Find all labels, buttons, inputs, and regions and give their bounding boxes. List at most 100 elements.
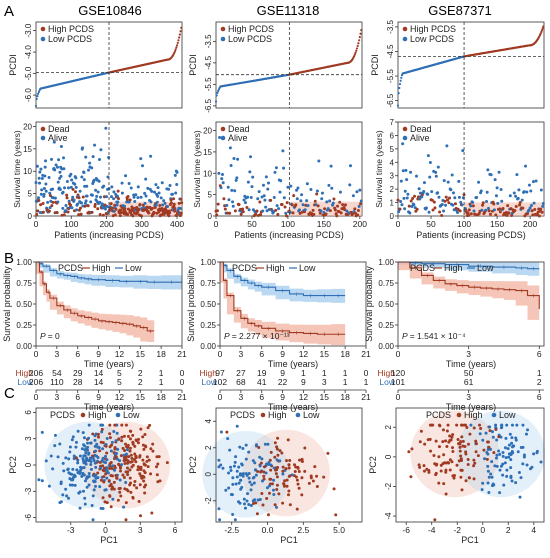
- dead-point: [169, 198, 173, 202]
- pca-low-point: [483, 457, 487, 461]
- pca-high-point: [269, 468, 273, 472]
- alive-point: [250, 185, 254, 189]
- alive-point: [136, 196, 140, 200]
- alive-point: [417, 187, 421, 191]
- risk-table-xtick-label: 15: [320, 392, 330, 402]
- pca-high-point: [285, 478, 289, 482]
- pca-high-point: [128, 429, 132, 433]
- pca-low-point: [521, 423, 525, 427]
- pca-low-point: [250, 483, 254, 487]
- pca-low-point: [529, 467, 533, 471]
- high-censor-mark: +: [414, 265, 418, 272]
- alive-point: [403, 189, 407, 193]
- pca-high-point: [109, 505, 113, 509]
- alive-point: [453, 196, 457, 200]
- risk-table-xtick-label: 6: [259, 392, 264, 402]
- dead-point: [226, 211, 230, 215]
- pca-low-point: [81, 471, 85, 475]
- alive-point: [149, 154, 153, 158]
- pca-high-point: [275, 487, 279, 491]
- alive-point: [105, 195, 109, 199]
- alive-point: [531, 180, 535, 184]
- alive-point: [295, 188, 299, 192]
- dead-point: [333, 208, 337, 212]
- pca-low-point: [68, 483, 72, 487]
- alive-point: [71, 195, 75, 199]
- risk-table-xlabel-2: Time (years): [268, 402, 318, 412]
- high-censor-mark: +: [93, 317, 97, 324]
- status-plot-3-xtick-label: 200: [523, 219, 537, 229]
- pca-low-point: [510, 449, 514, 453]
- pca-low-point: [120, 463, 124, 467]
- alive-point: [62, 156, 66, 160]
- pvalue-text: = 1.541 × 10⁻⁴: [410, 331, 466, 341]
- pca-high-point: [155, 465, 159, 469]
- risk-table-xtick-label: 18: [340, 392, 350, 402]
- pca-low-point: [274, 505, 278, 509]
- alive-point: [230, 188, 234, 192]
- pca-high-point: [96, 435, 100, 439]
- pca-low-point: [71, 467, 75, 471]
- pca-high-point: [300, 493, 304, 497]
- alive-point: [331, 201, 335, 205]
- pca-low-point: [89, 456, 93, 460]
- high-censor-mark: +: [531, 293, 535, 300]
- risk-table-cell: 1: [322, 368, 327, 378]
- pca-low-point: [539, 460, 543, 464]
- pca-high-point: [294, 465, 298, 469]
- pca-high-point: [472, 458, 476, 462]
- alive-point: [70, 178, 74, 182]
- pca-high-point: [488, 429, 492, 433]
- high-censor-mark: +: [86, 315, 90, 322]
- dead-point: [123, 207, 127, 211]
- pca-low-point: [99, 423, 103, 427]
- status-plot-3-ytick-label: 2: [390, 185, 395, 194]
- dead-point: [507, 211, 511, 215]
- pca-low-point: [265, 486, 269, 490]
- pca-low-point: [99, 466, 103, 470]
- pca-low-point: [68, 450, 72, 454]
- alive-point: [156, 194, 160, 198]
- alive-point: [480, 208, 484, 212]
- pca-low-point: [79, 468, 83, 472]
- alive-point: [409, 170, 413, 174]
- pca-plot-2-xtick-label: 2.5: [297, 525, 309, 535]
- pca-plot-1-ytick-label: 3: [24, 436, 33, 441]
- pca-high-point: [455, 463, 459, 467]
- pca-xlabel-2: PC1: [280, 535, 298, 545]
- high-censor-mark: +: [508, 287, 512, 294]
- pca-low-point: [260, 479, 264, 483]
- pca-high-point: [118, 490, 122, 494]
- alive-point: [146, 186, 150, 190]
- dead-point: [338, 200, 342, 204]
- alive-point: [327, 183, 331, 187]
- pca-low-point: [65, 494, 69, 498]
- dead-point: [521, 206, 525, 210]
- pca-low-point: [92, 479, 96, 483]
- pca-low-point: [72, 454, 76, 458]
- risk-table-cell: 110: [50, 377, 64, 387]
- risk-plot-1-ytick-label: -6.0: [24, 88, 33, 102]
- dead-point: [477, 212, 481, 216]
- pca-high-point: [295, 507, 299, 511]
- alive-point: [221, 181, 225, 185]
- pca-high-point: [101, 464, 105, 468]
- pca-low-point: [217, 465, 221, 469]
- dead-point: [353, 207, 357, 211]
- risk-table-cell: 101: [391, 377, 405, 387]
- pca-low-point: [486, 469, 490, 473]
- alive-point: [79, 201, 83, 205]
- pca-low-point: [113, 468, 117, 472]
- risk-point: [175, 46, 178, 49]
- alive-point: [301, 203, 305, 207]
- pca-low-point: [80, 447, 84, 451]
- pca-low-point: [238, 501, 242, 505]
- alive-point: [325, 200, 329, 204]
- dead-point: [488, 212, 492, 216]
- alive-point: [70, 206, 74, 210]
- alive-point: [59, 174, 63, 178]
- pca-legend-low-dot: [115, 412, 121, 418]
- risk-table-cell: 27: [236, 368, 246, 378]
- pca-low-point: [238, 445, 242, 449]
- pca-low-point: [111, 497, 115, 501]
